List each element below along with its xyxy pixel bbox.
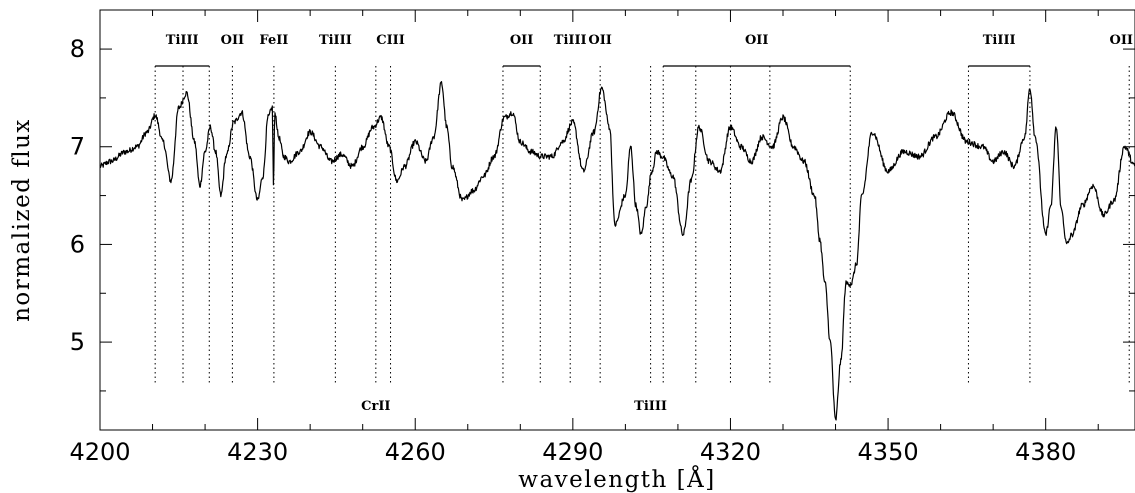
x-tick-label: 4290 bbox=[542, 438, 603, 466]
line-id-label: OII bbox=[510, 33, 534, 48]
x-tick-label: 4320 bbox=[700, 438, 761, 466]
x-tick-label: 4350 bbox=[858, 438, 919, 466]
line-id-label: OII bbox=[588, 33, 612, 48]
line-id-label: TiIII bbox=[166, 33, 199, 48]
x-tick-label: 4380 bbox=[1015, 438, 1076, 466]
x-tick-label: 4200 bbox=[69, 438, 130, 466]
line-id-label: OII bbox=[1110, 33, 1134, 48]
y-tick-label: 5 bbox=[70, 328, 85, 356]
x-tick-label: 4230 bbox=[227, 438, 288, 466]
plot-frame bbox=[99, 9, 1135, 431]
y-tick-label: 7 bbox=[70, 133, 85, 161]
y-tick-label: 8 bbox=[70, 35, 85, 63]
line-id-label: OII bbox=[221, 33, 245, 48]
line-id-label: TiIII bbox=[554, 33, 587, 48]
line-id-label: FeII bbox=[259, 33, 288, 48]
x-axis: 4200 4230 4260 4290 4320 4350 4380 bbox=[69, 10, 1099, 466]
y-tick-label: 6 bbox=[70, 230, 85, 258]
spectrum-line bbox=[99, 81, 1135, 421]
line-id-label: CIII bbox=[376, 33, 405, 48]
x-tick-label: 4260 bbox=[385, 438, 446, 466]
line-id-label: CrII bbox=[361, 399, 390, 414]
line-id-label: OII bbox=[745, 33, 769, 48]
y-axis-title: normalized flux bbox=[9, 118, 35, 322]
line-id-label: TiIII bbox=[319, 33, 352, 48]
x-axis-title: wavelength [Å] bbox=[518, 465, 715, 493]
y-axis: 5 6 7 8 bbox=[70, 35, 1135, 392]
line-id-label: TiIII bbox=[983, 33, 1016, 48]
line-id-label: TiIII bbox=[634, 399, 667, 414]
